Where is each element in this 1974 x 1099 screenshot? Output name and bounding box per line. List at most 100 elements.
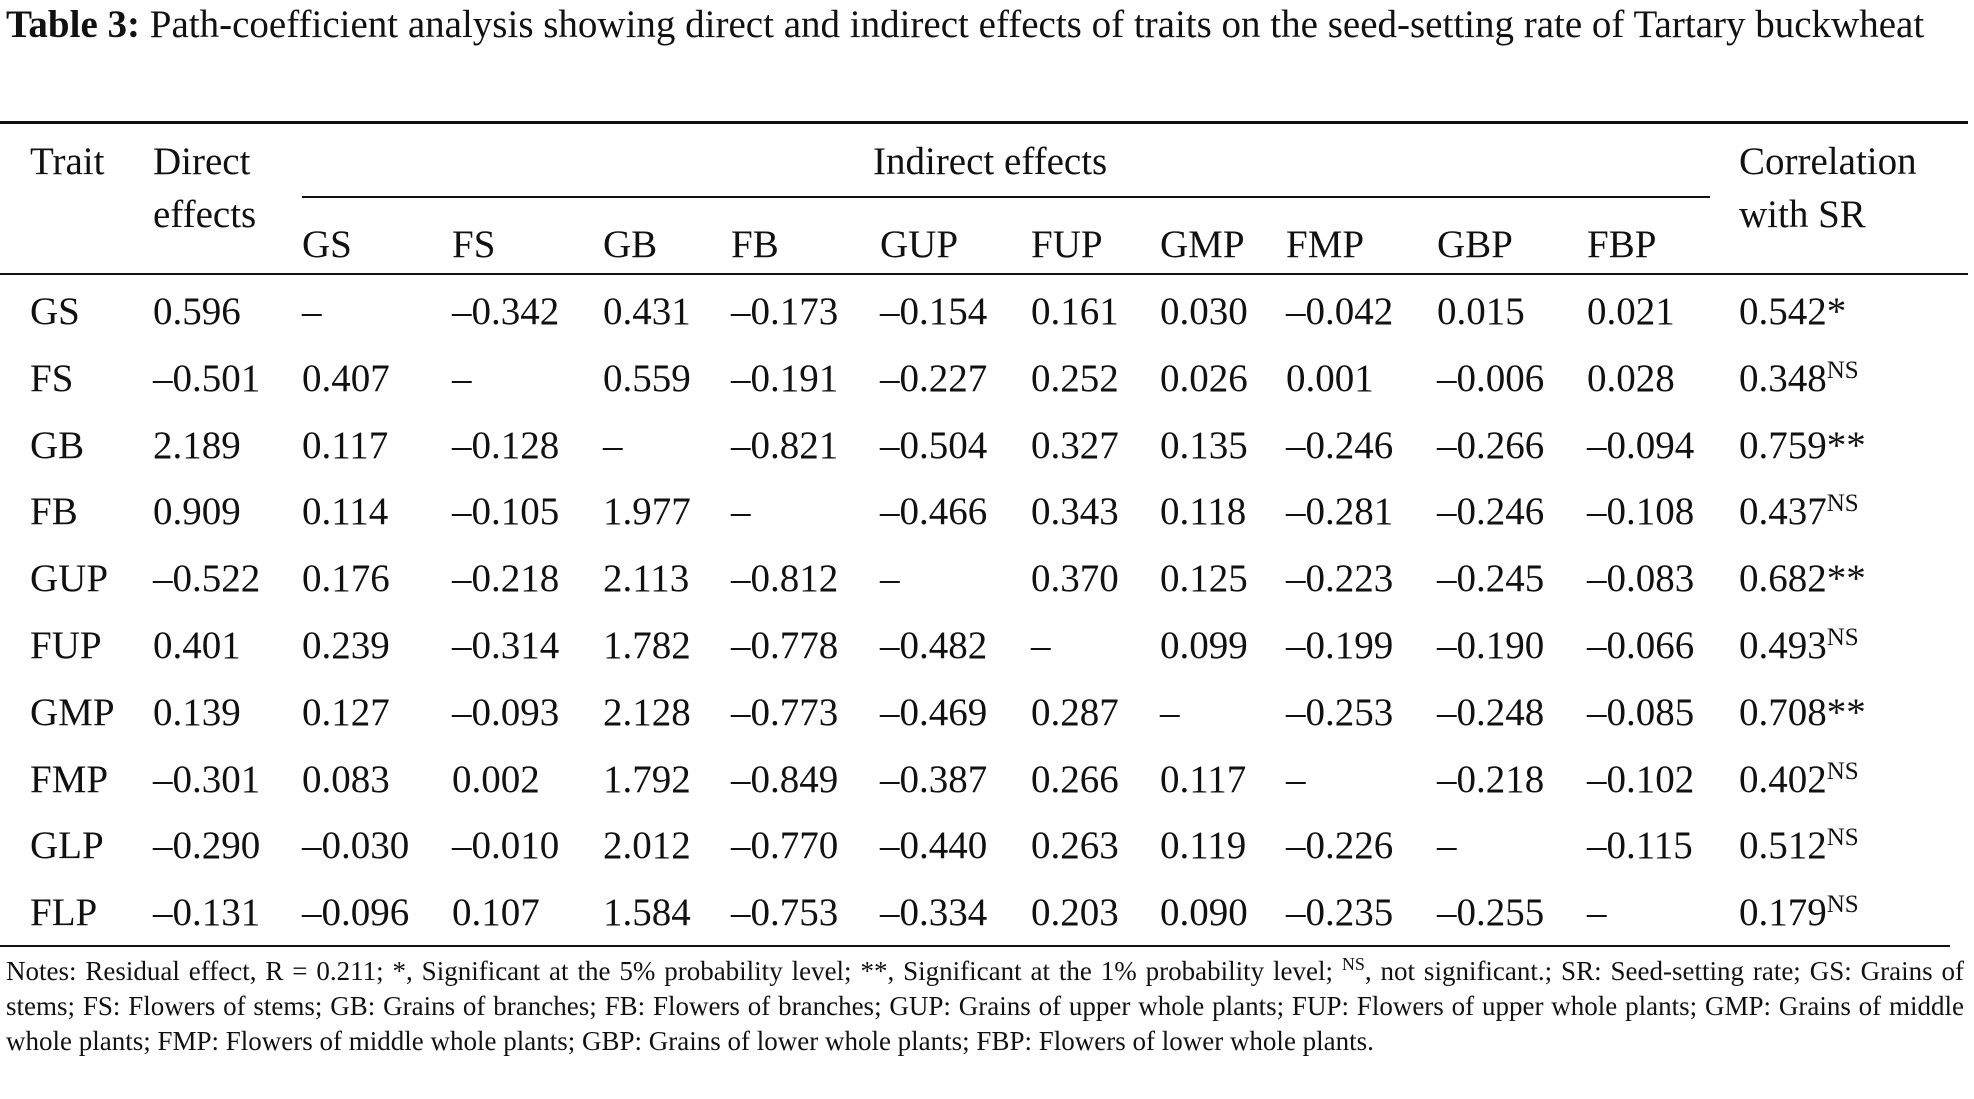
cell-indirect-fmp: –0.235 xyxy=(1286,891,1394,934)
cell-indirect-gs: –0.096 xyxy=(302,891,410,934)
cell-correlation: 0.179NS xyxy=(1739,891,1859,935)
cell-indirect-fup: – xyxy=(1031,624,1051,667)
significance-marker: ** xyxy=(1826,557,1866,600)
cell-indirect-gmp: 0.090 xyxy=(1160,891,1248,934)
cell-correlation: 0.348NS xyxy=(1739,357,1859,401)
cell-indirect-gup: –0.334 xyxy=(880,891,988,934)
subheader-fs: FS xyxy=(452,223,496,266)
cell-indirect-fmp: –0.223 xyxy=(1286,557,1394,600)
correlation-value: 0.759 xyxy=(1739,424,1827,467)
header-direct-line1: Direct xyxy=(153,140,251,183)
cell-trait: FLP xyxy=(30,891,98,934)
cell-indirect-gmp: 0.125 xyxy=(1160,557,1248,600)
header-direct-line2: effects xyxy=(153,193,257,236)
cell-trait: GMP xyxy=(30,691,115,734)
significance-marker: NS xyxy=(1826,357,1859,384)
cell-indirect-fup: 0.327 xyxy=(1031,424,1119,467)
cell-indirect-gmp: 0.099 xyxy=(1160,624,1248,667)
cell-correlation: 0.542* xyxy=(1739,290,1846,334)
cell-indirect-gb: 0.559 xyxy=(603,357,691,400)
cell-trait: GLP xyxy=(30,824,104,867)
cell-indirect-fb: –0.812 xyxy=(731,557,839,600)
cell-indirect-gbp: –0.246 xyxy=(1437,490,1545,533)
significance-marker: NS xyxy=(1826,891,1859,918)
cell-indirect-fup: 0.252 xyxy=(1031,357,1119,400)
correlation-value: 0.437 xyxy=(1739,490,1827,533)
cell-indirect-fbp: 0.028 xyxy=(1587,357,1675,400)
cell-direct-effect: 0.909 xyxy=(153,490,241,533)
cell-indirect-gs: 0.239 xyxy=(302,624,390,667)
cell-indirect-gbp: –0.006 xyxy=(1437,357,1545,400)
significance-marker: NS xyxy=(1826,490,1859,517)
subheader-fb: FB xyxy=(731,223,779,266)
cell-indirect-fs: –0.218 xyxy=(452,557,560,600)
cell-indirect-gs: 0.127 xyxy=(302,691,390,734)
cell-indirect-gbp: –0.190 xyxy=(1437,624,1545,667)
cell-indirect-fmp: –0.281 xyxy=(1286,490,1394,533)
cell-indirect-fbp: –0.066 xyxy=(1587,624,1695,667)
table-top-rule xyxy=(0,121,1968,124)
cell-indirect-fup: 0.161 xyxy=(1031,290,1119,333)
significance-marker: NS xyxy=(1826,624,1859,651)
notes-text-part2: , not significant.; SR: Seed-setting rat… xyxy=(6,956,1964,1056)
cell-indirect-fb: –0.849 xyxy=(731,758,839,801)
subheader-gbp: GBP xyxy=(1437,223,1513,266)
cell-trait: FUP xyxy=(30,624,102,667)
cell-indirect-gmp: – xyxy=(1160,691,1180,734)
table-caption: Table 3: Path-coefficient analysis showi… xyxy=(6,0,1966,50)
cell-indirect-gs: 0.407 xyxy=(302,357,390,400)
table-notes: Notes: Residual effect, R = 0.211; *, Si… xyxy=(6,954,1964,1059)
header-indirect-effects: Indirect effects xyxy=(873,140,1108,183)
header-trait: Trait xyxy=(30,140,105,183)
cell-indirect-gup: –0.466 xyxy=(880,490,988,533)
correlation-value: 0.512 xyxy=(1739,824,1827,867)
subheader-fmp: FMP xyxy=(1286,223,1365,266)
cell-indirect-gb: 1.977 xyxy=(603,490,691,533)
cell-direct-effect: –0.501 xyxy=(153,357,261,400)
cell-indirect-fup: 0.263 xyxy=(1031,824,1119,867)
cell-indirect-fs: –0.128 xyxy=(452,424,560,467)
correlation-value: 0.708 xyxy=(1739,691,1827,734)
cell-indirect-fb: –0.770 xyxy=(731,824,839,867)
subheader-gmp: GMP xyxy=(1160,223,1245,266)
header-correlation-line1: Correlation xyxy=(1739,140,1917,183)
cell-indirect-gmp: 0.135 xyxy=(1160,424,1248,467)
significance-marker: ** xyxy=(1826,691,1866,734)
cell-correlation: 0.682** xyxy=(1739,557,1866,601)
cell-correlation: 0.402NS xyxy=(1739,758,1859,802)
subheader-gb: GB xyxy=(603,223,658,266)
cell-indirect-gb: 2.012 xyxy=(603,824,691,867)
cell-direct-effect: 0.401 xyxy=(153,624,241,667)
cell-indirect-gbp: –0.248 xyxy=(1437,691,1545,734)
cell-indirect-fb: –0.821 xyxy=(731,424,839,467)
subheader-fup: FUP xyxy=(1031,223,1103,266)
correlation-value: 0.179 xyxy=(1739,891,1827,934)
cell-indirect-gs: –0.030 xyxy=(302,824,410,867)
cell-indirect-fbp: –0.102 xyxy=(1587,758,1695,801)
cell-indirect-fs: –0.105 xyxy=(452,490,560,533)
cell-indirect-gmp: 0.030 xyxy=(1160,290,1248,333)
cell-indirect-gb: 0.431 xyxy=(603,290,691,333)
cell-indirect-gs: 0.114 xyxy=(302,490,389,533)
cell-trait: GUP xyxy=(30,557,109,600)
header-correlation-line2: with SR xyxy=(1739,193,1866,236)
cell-indirect-gbp: –0.218 xyxy=(1437,758,1545,801)
cell-indirect-fup: 0.266 xyxy=(1031,758,1119,801)
cell-indirect-fs: 0.107 xyxy=(452,891,540,934)
cell-indirect-gup: – xyxy=(880,557,900,600)
cell-indirect-gup: –0.154 xyxy=(880,290,988,333)
cell-indirect-gup: –0.469 xyxy=(880,691,988,734)
cell-indirect-fmp: – xyxy=(1286,758,1306,801)
cell-correlation: 0.708** xyxy=(1739,691,1866,735)
cell-indirect-gup: –0.504 xyxy=(880,424,988,467)
cell-indirect-gbp: –0.255 xyxy=(1437,891,1545,934)
significance-marker: NS xyxy=(1826,758,1859,785)
cell-indirect-fs: –0.010 xyxy=(452,824,560,867)
cell-direct-effect: 0.139 xyxy=(153,691,241,734)
cell-indirect-fs: 0.002 xyxy=(452,758,540,801)
cell-indirect-fbp: –0.085 xyxy=(1587,691,1695,734)
cell-indirect-gb: 1.584 xyxy=(603,891,691,934)
cell-indirect-fmp: –0.253 xyxy=(1286,691,1394,734)
table-header-rule xyxy=(0,273,1968,275)
cell-trait: GB xyxy=(30,424,85,467)
